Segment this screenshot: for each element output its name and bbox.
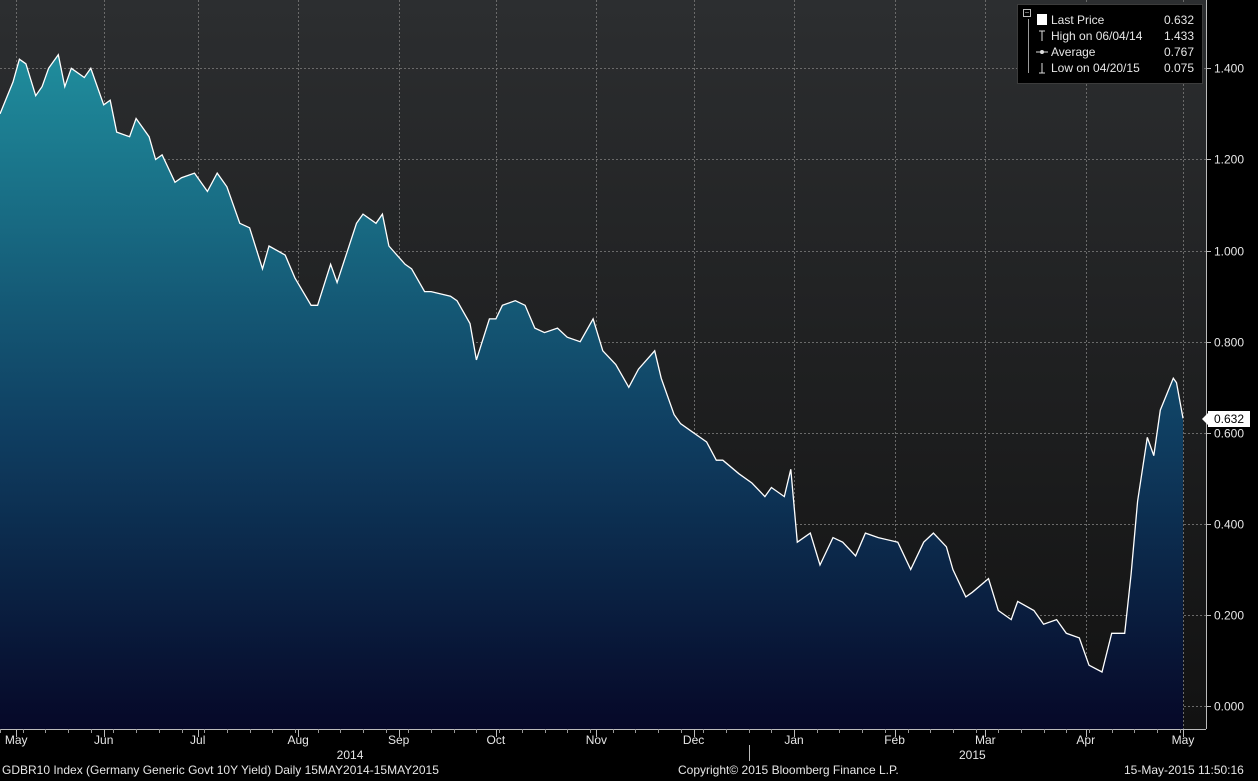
legend-value: 1.433 <box>1163 29 1194 43</box>
legend-value: 0.767 <box>1163 45 1194 59</box>
legend-label: High on 06/04/14 <box>1051 29 1143 43</box>
timestamp: 15-May-2015 11:50:16 <box>1124 763 1244 777</box>
legend-value: 0.075 <box>1163 61 1194 75</box>
x-tick-label: Sep <box>388 733 410 747</box>
y-tick-label: 0.200 <box>1214 609 1244 623</box>
legend-row-high[interactable]: High on 06/04/14 1.433 <box>1018 28 1202 44</box>
x-tick-label: Jun <box>94 733 113 747</box>
y-tick-label: 0.800 <box>1214 336 1244 350</box>
legend-label: Average <box>1051 45 1096 59</box>
white-square-icon <box>1036 12 1048 28</box>
x-tick-label: Aug <box>288 733 309 747</box>
axes <box>0 0 1211 761</box>
copyright-text: Copyright© 2015 Bloomberg Finance L.P. <box>678 763 899 777</box>
legend-label: Last Price <box>1051 13 1105 27</box>
legend-value: 0.632 <box>1163 13 1194 27</box>
x-tick-label: Nov <box>586 733 607 747</box>
security-description: GDBR10 Index (Germany Generic Govt 10Y Y… <box>2 763 439 777</box>
x-tick-label: Jul <box>190 733 205 747</box>
x-tick-label: Mar <box>975 733 996 747</box>
legend-tree-line <box>1028 19 1029 73</box>
y-tick-label: 1.000 <box>1214 245 1244 259</box>
x-tick-label: Apr <box>1076 733 1095 747</box>
low-marker-icon <box>1036 60 1048 76</box>
y-tick-label: 0.000 <box>1214 700 1244 714</box>
x-tick-label: Feb <box>884 733 905 747</box>
y-tick-label: 0.600 <box>1214 427 1244 441</box>
average-marker-icon <box>1036 44 1048 60</box>
legend-row-last-price[interactable]: Last Price 0.632 <box>1018 12 1202 28</box>
x-tick-label: Oct <box>487 733 506 747</box>
x-tick-label: Jan <box>784 733 803 747</box>
y-tick-label: 1.400 <box>1214 62 1244 76</box>
legend-row-low[interactable]: Low on 04/20/15 0.075 <box>1018 60 1202 76</box>
y-tick-label: 0.400 <box>1214 518 1244 532</box>
year-label: 2014 <box>337 748 364 762</box>
collapse-icon[interactable]: − <box>1023 8 1031 17</box>
series-area-fill <box>0 54 1183 729</box>
series-line-last-price <box>0 53 1184 673</box>
legend-label: Low on 04/20/15 <box>1051 61 1140 75</box>
y-tick-label: 1.200 <box>1214 153 1244 167</box>
x-tick-label: May <box>5 733 28 747</box>
legend[interactable]: − Last Price 0.632 High on 06/04/14 1.43… <box>1017 4 1203 84</box>
last-price-marker: 0.632 <box>1202 411 1250 427</box>
x-tick-label: Dec <box>683 733 704 747</box>
high-marker-icon <box>1036 28 1048 44</box>
legend-row-average[interactable]: Average 0.767 <box>1018 44 1202 60</box>
x-tick-label: May <box>1172 733 1195 747</box>
axis-labels: 0.000 0.200 0.400 0.600 0.800 1.000 1.200 1.400… <box>5 62 1244 763</box>
year-label: 2015 <box>959 748 986 762</box>
